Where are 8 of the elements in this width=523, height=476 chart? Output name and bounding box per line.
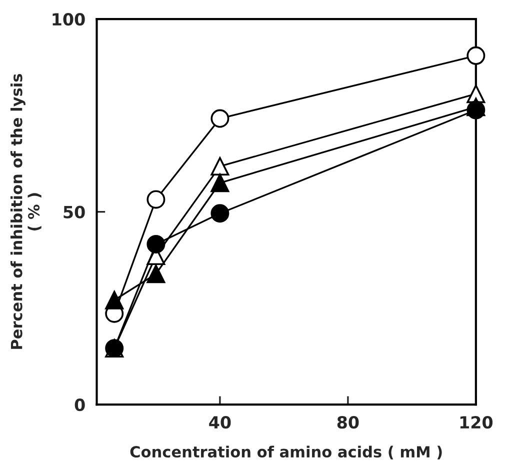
x-tick-label: 40 xyxy=(209,416,231,429)
x-tick-label: 120 xyxy=(460,416,493,429)
y-tick-label: 0 xyxy=(74,398,85,412)
y-axis-title: Percent of inhibition of the lysis ( % ) xyxy=(10,74,42,349)
x-tick-label: 80 xyxy=(337,416,359,429)
y-tick-label: 50 xyxy=(64,206,85,218)
x-axis-title: Concentration of amino acids ( mM ) xyxy=(130,446,442,460)
y-tick-label: 100 xyxy=(52,13,85,26)
